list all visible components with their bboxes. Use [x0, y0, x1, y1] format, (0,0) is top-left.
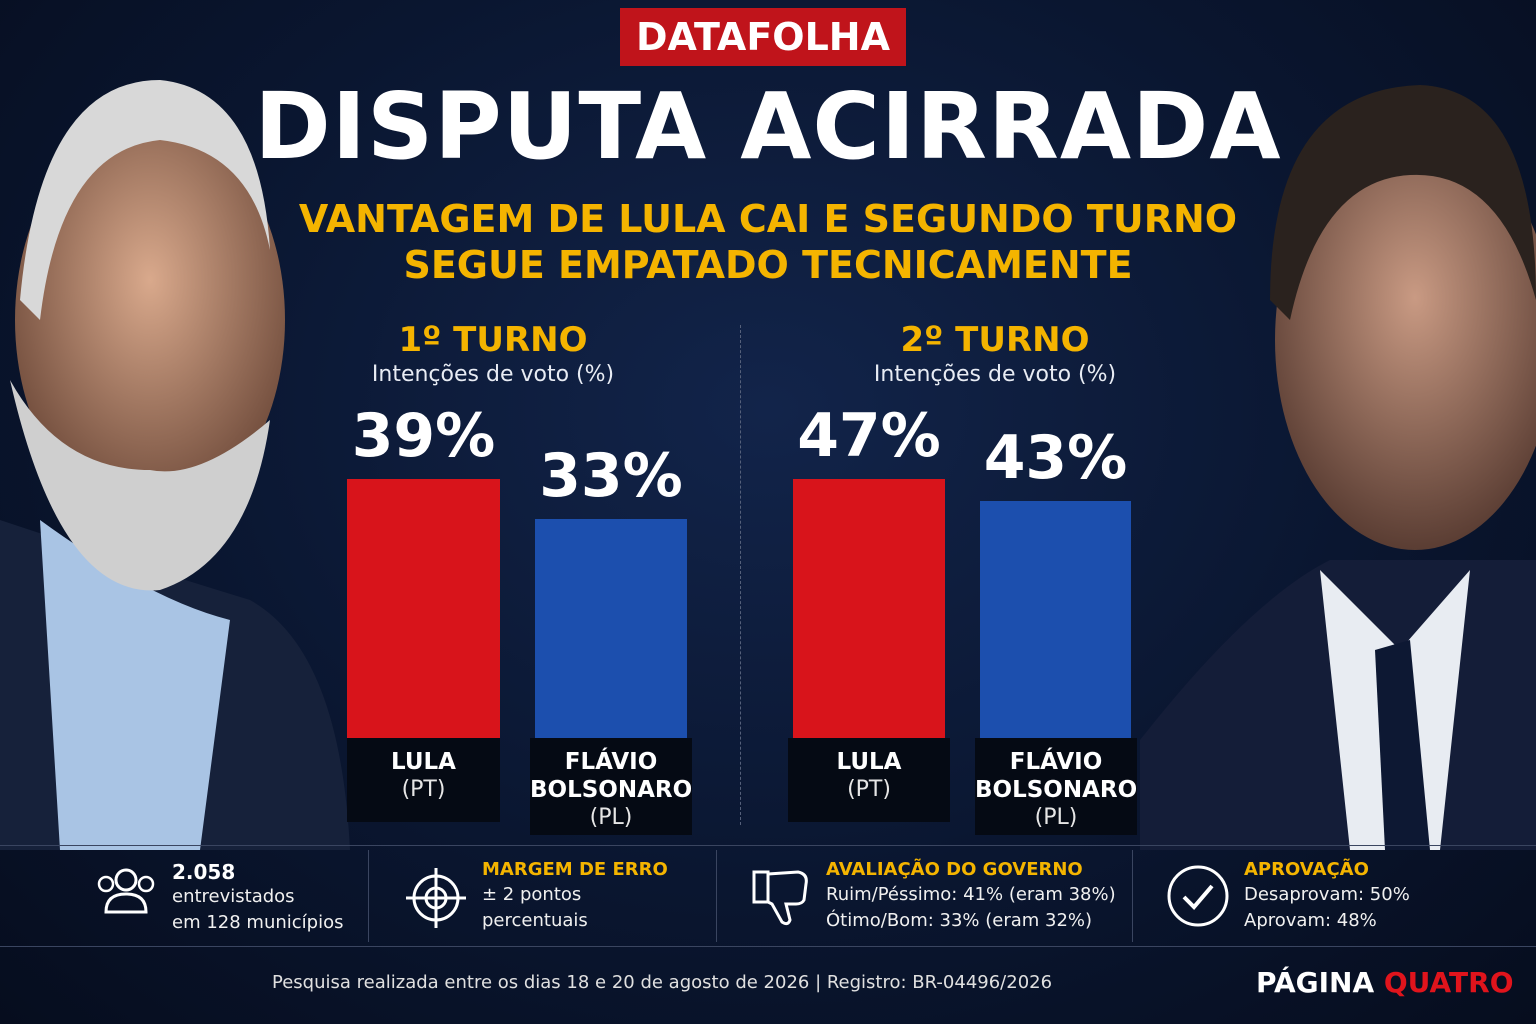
party-label: (PL): [1034, 805, 1078, 830]
stat: APROVAÇÃO Desaprovam: 50% Aprovam: 48%: [1244, 858, 1410, 934]
party-label: (PT): [401, 777, 446, 802]
thumbs-down-icon: [752, 870, 808, 926]
chart-subtitle: Intenções de voto (%): [873, 362, 1117, 387]
brand-word: PÁGINA: [1256, 966, 1375, 999]
chart-title: 2º TURNO: [900, 320, 1090, 360]
stat: 2.058 entrevistados em 128 municípios: [172, 860, 343, 936]
footnote: Pesquisa realizada entre os dias 18 e 20…: [272, 972, 1053, 993]
stat-heading: 2.058: [172, 860, 236, 884]
stat-line: ± 2 pontos: [482, 884, 582, 905]
left-shirt: [40, 520, 230, 850]
separator: [1132, 850, 1133, 942]
left-beard: [10, 380, 270, 591]
category-label: LULA: [391, 749, 456, 775]
category-label: FLÁVIO BOLSONARO: [975, 749, 1138, 803]
stat-line: Desaprovam: 50%: [1244, 884, 1410, 905]
separator: [368, 850, 369, 942]
left-hair: [20, 80, 270, 320]
stat-heading: MARGEM DE ERRO: [482, 859, 668, 880]
category-box: FLÁVIO BOLSONARO (PL): [975, 738, 1137, 835]
party-label: (PL): [589, 805, 633, 830]
value-label: 33%: [539, 440, 683, 511]
bar: [535, 518, 687, 738]
stat-heading: APROVAÇÃO: [1244, 859, 1369, 880]
party-label: (PT): [847, 777, 891, 802]
divider: [740, 325, 741, 825]
stat: AVALIAÇÃO DO GOVERNO Ruim/Péssimo: 41% (e…: [826, 858, 1116, 934]
value-label: 43%: [983, 423, 1128, 494]
stat-line: entrevistados: [172, 886, 295, 907]
title: DISPUTA ACIRRADA: [254, 73, 1282, 180]
stat-line: Aprovam: 48%: [1244, 910, 1377, 931]
subtitle: VANTAGEM DE LULA CAI E SEGUNDO TURNO: [298, 197, 1238, 241]
stat-line: Ótimo/Bom: 33% (eram 32%): [826, 910, 1093, 931]
category-label: FLÁVIO BOLSONARO: [530, 749, 693, 803]
bar: [980, 501, 1131, 738]
stat-line: percentuais: [482, 910, 588, 931]
target-icon: [406, 868, 466, 928]
stats-bar: 2.058 entrevistados em 128 municípios MARGE…: [0, 845, 1536, 947]
separator: [716, 850, 717, 942]
stat: MARGEM DE ERRO ± 2 pontos percentuais: [482, 858, 668, 934]
right-tie: [1375, 640, 1430, 850]
chart-subtitle: Intenções de voto (%): [371, 362, 615, 387]
brand-word: QUATRO: [1383, 966, 1514, 999]
value-label: 47%: [797, 401, 941, 471]
check-icon: [1167, 865, 1229, 927]
category-box: FLÁVIO BOLSONARO (PL): [530, 738, 692, 835]
bar: [347, 479, 500, 738]
category-label: LULA: [836, 749, 902, 775]
category-box: LULA (PT): [788, 738, 950, 822]
brand: PÁGINA QUATRO: [1256, 966, 1514, 999]
people-icon: [97, 868, 155, 914]
kicker: DATAFOLHA: [620, 8, 906, 66]
right-face: [1275, 130, 1536, 550]
bar: [793, 479, 945, 738]
stat-line: em 128 municípios: [172, 912, 344, 933]
value-label: 39%: [351, 401, 496, 471]
stat-line: Ruim/Péssimo: 41% (eram 38%): [826, 884, 1116, 905]
chart-title: 1º TURNO: [398, 320, 588, 360]
left-face: [15, 120, 285, 520]
stat-heading: AVALIAÇÃO DO GOVERNO: [826, 859, 1083, 880]
category-box: LULA (PT): [347, 738, 500, 822]
right-hair: [1270, 85, 1536, 320]
subtitle: SEGUE EMPATADO TECNICAMENTE: [403, 243, 1133, 287]
